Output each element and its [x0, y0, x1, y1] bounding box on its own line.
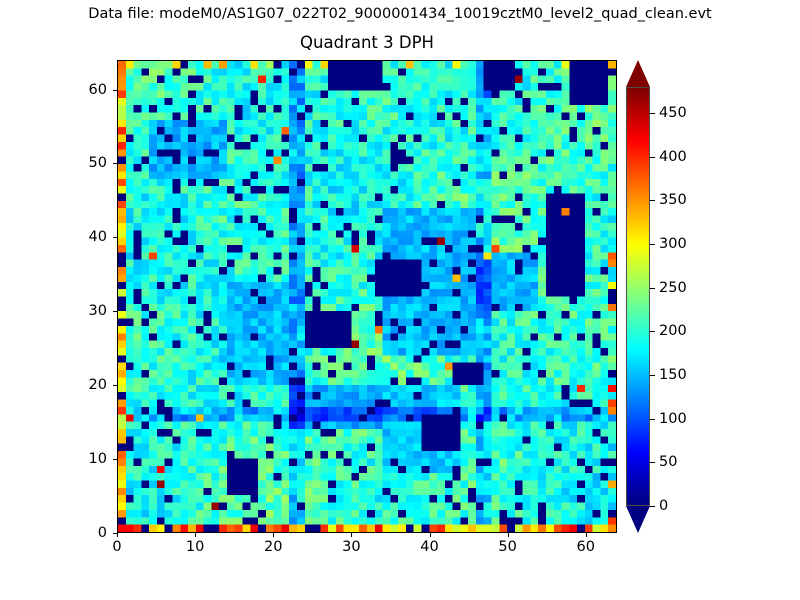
colorbar-tick-mark: [650, 287, 655, 289]
y-tick-mark: [113, 237, 117, 239]
colorbar-body: [626, 87, 650, 506]
y-tick-mark: [113, 385, 117, 387]
axes-title: Quadrant 3 DPH: [300, 33, 434, 52]
y-tick-mark: [113, 311, 117, 313]
y-tick-label: 20: [88, 377, 107, 394]
colorbar-tick-label: 50: [659, 454, 678, 471]
y-tick-label: 50: [88, 155, 107, 172]
y-tick-mark: [113, 89, 117, 91]
heatmap-image[interactable]: [118, 61, 616, 532]
colorbar-tick-mark: [650, 200, 655, 202]
colorbar-tick-label: 300: [659, 236, 687, 253]
colorbar-tick-label: 250: [659, 279, 687, 296]
x-tick-mark: [429, 533, 431, 537]
y-tick-mark: [113, 533, 117, 534]
x-tick-label: 10: [185, 539, 205, 555]
y-tick-mark: [113, 163, 117, 165]
x-tick-label: 0: [112, 539, 122, 555]
heatmap-axes[interactable]: [117, 60, 617, 533]
colorbar-tick-mark: [650, 331, 655, 333]
x-tick-mark: [351, 533, 353, 537]
y-tick-label: 40: [88, 229, 107, 246]
colorbar-tick-mark: [650, 418, 655, 420]
colorbar-extend-bottom-arrow: [626, 506, 650, 533]
x-tick-mark: [273, 533, 275, 537]
x-tick-mark: [507, 533, 509, 537]
colorbar[interactable]: [626, 60, 650, 533]
x-tick-label: 20: [264, 539, 283, 555]
colorbar-tick-label: 150: [659, 367, 687, 384]
colorbar-tick-label: 400: [659, 148, 687, 165]
x-tick-label: 30: [342, 539, 361, 555]
x-tick-label: 50: [498, 539, 517, 555]
y-tick-label: 10: [88, 451, 107, 468]
x-tick-label: 40: [420, 539, 439, 555]
colorbar-tick-label: 450: [659, 105, 687, 122]
colorbar-tick-label: 200: [659, 323, 687, 340]
y-tick-label: 30: [88, 303, 107, 320]
colorbar-tick-mark: [650, 506, 655, 507]
x-tick-mark: [195, 533, 197, 537]
y-tick-mark: [113, 459, 117, 461]
figure-suptitle: Data file: modeM0/AS1G07_022T02_90000014…: [88, 6, 712, 22]
colorbar-tick-mark: [650, 156, 655, 158]
x-tick-mark: [585, 533, 587, 537]
colorbar-tick-label: 350: [659, 192, 687, 209]
colorbar-extend-top-arrow: [626, 60, 650, 87]
colorbar-tick-mark: [650, 462, 655, 464]
colorbar-gradient: [627, 88, 649, 505]
x-tick-mark: [117, 533, 118, 537]
colorbar-tick-label: 0: [659, 498, 669, 514]
colorbar-tick-label: 100: [659, 410, 687, 427]
y-tick-label: 0: [97, 525, 107, 541]
colorbar-tick-mark: [650, 113, 655, 115]
colorbar-tick-mark: [650, 244, 655, 246]
x-tick-label: 60: [576, 539, 595, 555]
y-tick-label: 60: [88, 81, 107, 98]
colorbar-tick-mark: [650, 375, 655, 377]
